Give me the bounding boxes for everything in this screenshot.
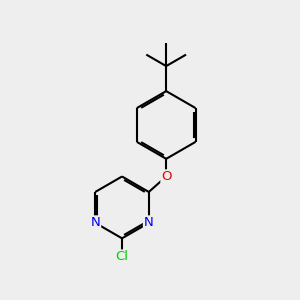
Text: Cl: Cl [116,250,128,263]
Text: N: N [144,216,154,230]
Text: O: O [161,170,171,183]
Text: N: N [90,216,100,230]
